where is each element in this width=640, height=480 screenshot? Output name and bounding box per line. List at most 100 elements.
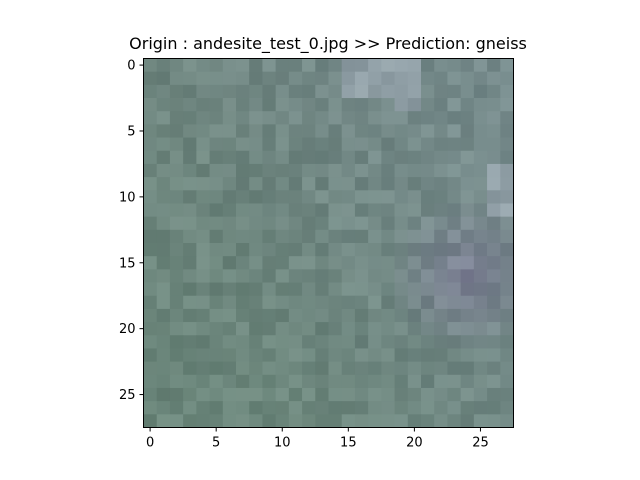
y-tick-label: 10 [119,190,136,205]
image-pixel [368,111,382,125]
image-pixel [249,414,263,428]
image-pixel [368,387,382,402]
image-pixel [487,374,501,389]
image-pixel [394,282,409,297]
image-pixel [407,387,422,402]
image-pixel [169,361,184,376]
image-pixel [354,322,369,336]
image-pixel [183,71,197,86]
image-pixel [473,98,488,112]
image-pixel [460,58,475,73]
image-pixel [407,335,422,349]
image-pixel [487,98,501,112]
image-pixel [288,335,303,349]
image-pixel [421,190,435,204]
image-pixel [288,124,303,138]
image-pixel [381,322,395,336]
image-pixel [407,374,422,389]
image-pixel [262,282,277,297]
image-pixel [487,414,501,428]
image-pixel [169,203,184,218]
image-pixel [407,111,422,125]
image-pixel [500,387,514,402]
image-pixel [500,414,514,428]
image-pixel [156,243,171,257]
image-pixel [407,203,422,218]
image-pixel [222,361,237,376]
image-pixel [262,322,277,336]
image-pixel [434,71,448,86]
image-pixel [447,374,462,389]
image-pixel [473,150,488,165]
image-pixel [196,58,210,73]
image-pixel [196,335,210,349]
image-pixel [196,414,210,428]
image-pixel [394,401,409,415]
image-pixel [434,256,448,270]
image-pixel [381,124,395,138]
image-pixel [315,256,329,270]
image-pixel [143,203,158,218]
image-pixel [262,243,277,257]
image-pixel [249,190,263,204]
image-pixel [447,111,462,125]
image-pixel [407,150,422,165]
image-pixel [249,203,263,218]
image-pixel [249,282,263,297]
image-pixel [302,308,316,323]
image-pixel [262,203,277,218]
image-pixel [302,295,316,310]
image-pixel [222,203,237,218]
image-pixel [407,124,422,138]
image-pixel [354,335,369,349]
image-pixel [381,269,395,283]
image-pixel [156,58,171,73]
image-pixel [262,216,277,231]
image-pixel [236,256,250,270]
y-tick-label: 25 [119,388,136,403]
image-pixel [249,216,263,231]
image-pixel [196,137,210,152]
image-pixel [236,190,250,204]
image-pixel [487,203,501,218]
image-pixel [434,84,448,99]
image-pixel [447,203,462,218]
image-pixel [368,163,382,178]
image-pixel [156,269,171,283]
image-pixel [473,203,488,218]
image-pixel [407,243,422,257]
image-pixel [368,414,382,428]
image-pixel [143,229,158,244]
image-pixel [487,177,501,191]
image-pixel [460,216,475,231]
image-pixel [447,308,462,323]
image-pixel [354,150,369,165]
image-pixel [421,203,435,218]
image-pixel [487,387,501,402]
image-pixel [394,243,409,257]
image-pixel [143,269,158,283]
image-pixel [394,295,409,310]
image-pixel [209,282,224,297]
x-tick-label: 10 [274,436,291,451]
image-pixel [354,282,369,297]
image-pixel [222,190,237,204]
image-pixel [209,216,224,231]
image-pixel [262,269,277,283]
image-pixel [487,71,501,86]
image-pixel [302,335,316,349]
image-pixel [328,374,343,389]
image-pixel [209,137,224,152]
image-pixel [354,361,369,376]
image-pixel [381,401,395,415]
image-pixel [394,124,409,138]
image-pixel [368,308,382,323]
image-pixel [222,322,237,336]
image-pixel [473,58,488,73]
image-pixel [341,229,356,244]
image-pixel [249,361,263,376]
image-pixel [473,295,488,310]
image-pixel [315,163,329,178]
image-pixel [421,177,435,191]
image-pixel [156,322,171,336]
